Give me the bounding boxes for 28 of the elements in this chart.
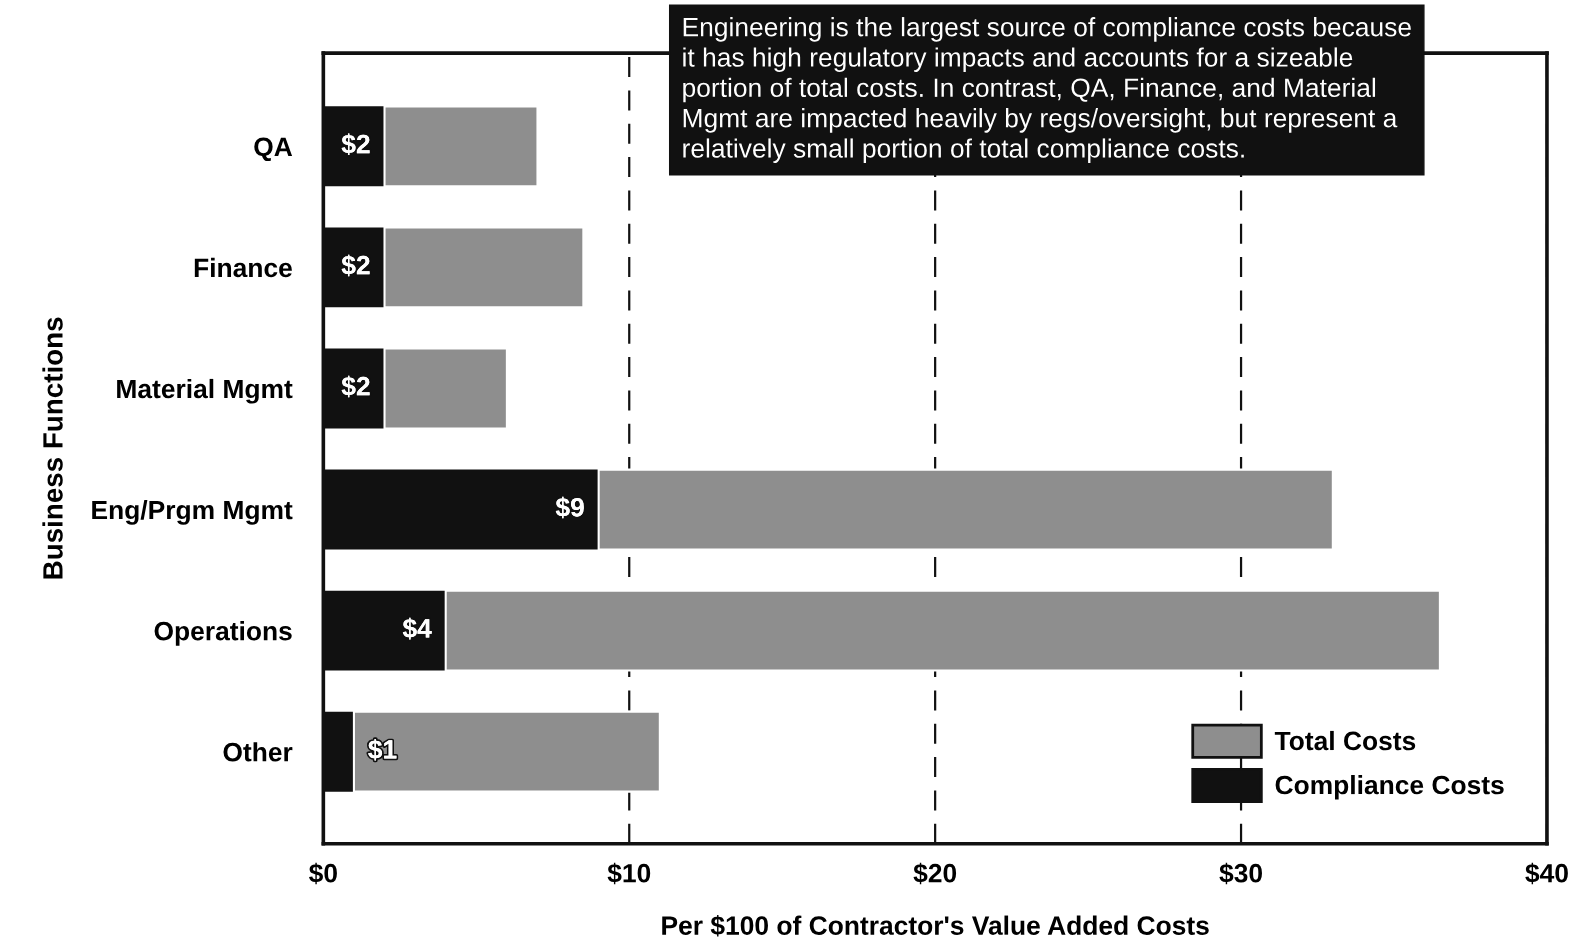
x-tick-label: $0 bbox=[309, 862, 337, 885]
x-tick-label: $20 bbox=[913, 862, 957, 885]
data-label: $1 bbox=[368, 738, 397, 761]
x-tick-label: $40 bbox=[1525, 862, 1568, 885]
bar bbox=[383, 105, 539, 188]
annotation: Engineering is the largest source of compliance costs because it has high regulatory impacts and accounts for a sizeable portion of total costs. In contrast, QA, Finance, and Material Mgmt are impacted heavily by regs/oversight, but represent a relatively small portion of total compliance costs. bbox=[683, 17, 1411, 164]
legend-label: Total Costs bbox=[1274, 730, 1416, 751]
data-label: $2 bbox=[341, 254, 370, 277]
bar bbox=[383, 347, 508, 430]
x-tick-label: $30 bbox=[1219, 862, 1262, 885]
data-label: $9 bbox=[555, 496, 584, 519]
y-tick-label: Other bbox=[223, 742, 293, 762]
y-tick-label: Operations bbox=[154, 621, 292, 646]
y-tick-label: Eng/Prgm Mgmt bbox=[92, 499, 293, 525]
legend-label: Compliance Costs bbox=[1275, 774, 1504, 800]
x-tick-label: $10 bbox=[607, 862, 651, 885]
data-label: $2 bbox=[341, 375, 370, 398]
bar bbox=[352, 710, 661, 793]
y-tick-label: Finance bbox=[194, 257, 292, 278]
y-tick-label: Material Mgmt bbox=[117, 378, 293, 404]
y-axis-title: Business Functions bbox=[42, 317, 63, 579]
bar bbox=[383, 226, 585, 309]
y-tick-label: QA bbox=[254, 137, 293, 162]
data-label: $4 bbox=[402, 617, 432, 640]
data-label: $2 bbox=[341, 133, 370, 156]
bar bbox=[597, 468, 1334, 551]
x-axis-title: Per $100 of Contractor's Value Added Costs bbox=[662, 915, 1209, 937]
bar bbox=[444, 589, 1441, 672]
